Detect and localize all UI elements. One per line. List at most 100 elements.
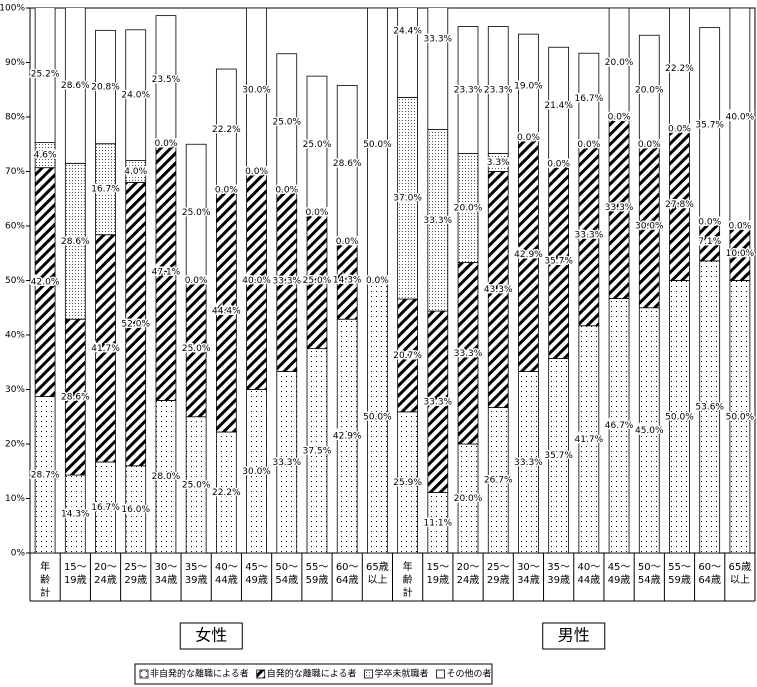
data-label: 50.0% [726,412,755,422]
x-tick-label: 65歳 以上 [728,562,752,586]
bar-segment [155,15,177,145]
data-label: 20.0% [605,58,634,68]
data-label: 33.3% [605,203,634,213]
bar-segment [215,68,237,191]
bars [34,8,751,553]
data-label: 0.0% [728,222,751,232]
data-label: 43.3% [484,285,513,295]
data-label: 25.0% [272,117,301,127]
bar-segment [276,53,298,191]
x-tick-label: 55～ 59歳 [668,562,691,586]
data-label: 0.0% [366,276,389,286]
bar-segment [699,27,721,223]
data-label: 42.0% [31,278,60,288]
data-label: 33.3% [454,349,483,359]
bar-segment [34,8,56,144]
bar-segment [457,26,479,154]
data-label: 0.0% [215,186,238,196]
legend-label: 自発的な離職による者 [267,668,357,680]
y-tick-label: 80% [5,113,25,123]
x-tick-label: 50～ 54歳 [275,562,299,586]
bar-segment [427,8,449,130]
x-tick-label: 30～ 34歳 [154,562,178,586]
data-label: 20.0% [454,494,483,504]
data-label: 37.0% [393,194,422,204]
y-tick-label: 40% [5,331,25,341]
data-label: 14.3% [333,276,362,286]
data-label: 41.7% [91,344,120,354]
legend-frame [134,663,493,685]
data-label: 16.7% [91,503,120,513]
data-label: 0.0% [306,208,329,218]
data-label: 33.3% [424,34,453,44]
data-label: 35.7% [695,120,724,130]
data-label: 53.6% [695,402,724,412]
data-label: 0.0% [638,140,661,150]
y-tick-label: 100% [0,4,25,14]
data-label: 37.5% [303,446,332,456]
x-tick-label: 40～ 44歳 [214,562,238,586]
bar-segment [578,52,600,145]
x-tick-label: 35～ 39歳 [184,562,208,586]
bar-segment [64,8,86,164]
data-label: 28.0% [152,472,181,482]
legend-label: 非自発的な離職による者 [150,668,249,680]
bar-segment [367,8,388,281]
y-tick-label: 50% [5,276,25,286]
data-label: 20.8% [91,83,120,93]
data-label: 20.0% [454,204,483,214]
data-label: 33.3% [424,397,453,407]
legend-swatch [139,669,149,679]
x-tick-label: 45～ 49歳 [245,562,268,586]
data-label: 35.7% [544,257,573,267]
y-tick-label: 90% [5,58,25,68]
y-tick-label: 20% [5,440,25,450]
bar-segment [336,84,358,242]
data-label: 19.0% [514,81,543,91]
data-label: 16.0% [121,505,150,515]
data-label: 33.3% [424,216,453,226]
data-label: 22.2% [212,488,241,498]
bar-segment [397,8,418,98]
data-label: 27.8% [665,200,694,210]
data-label: 45.0% [635,426,664,436]
x-tick-label: 35～ 39歳 [547,562,570,586]
data-label: 4.0% [124,167,147,177]
plot-frame [29,7,756,554]
data-label: 0.0% [668,124,691,134]
data-label: 24.4% [393,26,422,36]
data-label: 3.3% [487,158,510,168]
data-label: 25.0% [303,140,332,150]
data-label: 24.0% [121,91,150,101]
bar-segment [518,33,539,139]
data-label: 28.7% [31,470,60,480]
data-label: 0.0% [275,186,298,196]
data-label: 20.0% [635,85,664,95]
data-label: 0.0% [547,159,570,169]
bar-segment [669,8,690,130]
group-label: 男性 [558,626,590,645]
data-label: 52.0% [121,320,150,330]
data-label: 4.6% [34,151,57,161]
x-tick-label: 20～ 24歳 [456,562,480,586]
data-label: 0.0% [577,140,600,150]
x-tick-label: 15～ 19歳 [63,562,87,586]
data-label: 35.7% [544,451,573,461]
data-label: 33.3% [272,276,301,286]
data-label: 10.0% [726,249,755,259]
data-label: 50.0% [363,140,392,150]
data-label: 25.2% [31,69,60,79]
legend-swatch [364,669,373,679]
data-label: 41.7% [575,435,604,445]
data-label: 40.0% [726,113,755,123]
data-label: 30.0% [242,85,271,95]
x-tick-label: 30～ 34歳 [517,562,540,586]
x-tick-label: 55～ 59歳 [305,562,329,586]
bar-segment [608,8,630,118]
bar-segment [729,8,751,227]
legend-label: 学卒未就職者 [374,668,428,680]
x-tick-label: 25～ 29歳 [124,562,148,586]
data-label: 44.4% [212,307,241,317]
